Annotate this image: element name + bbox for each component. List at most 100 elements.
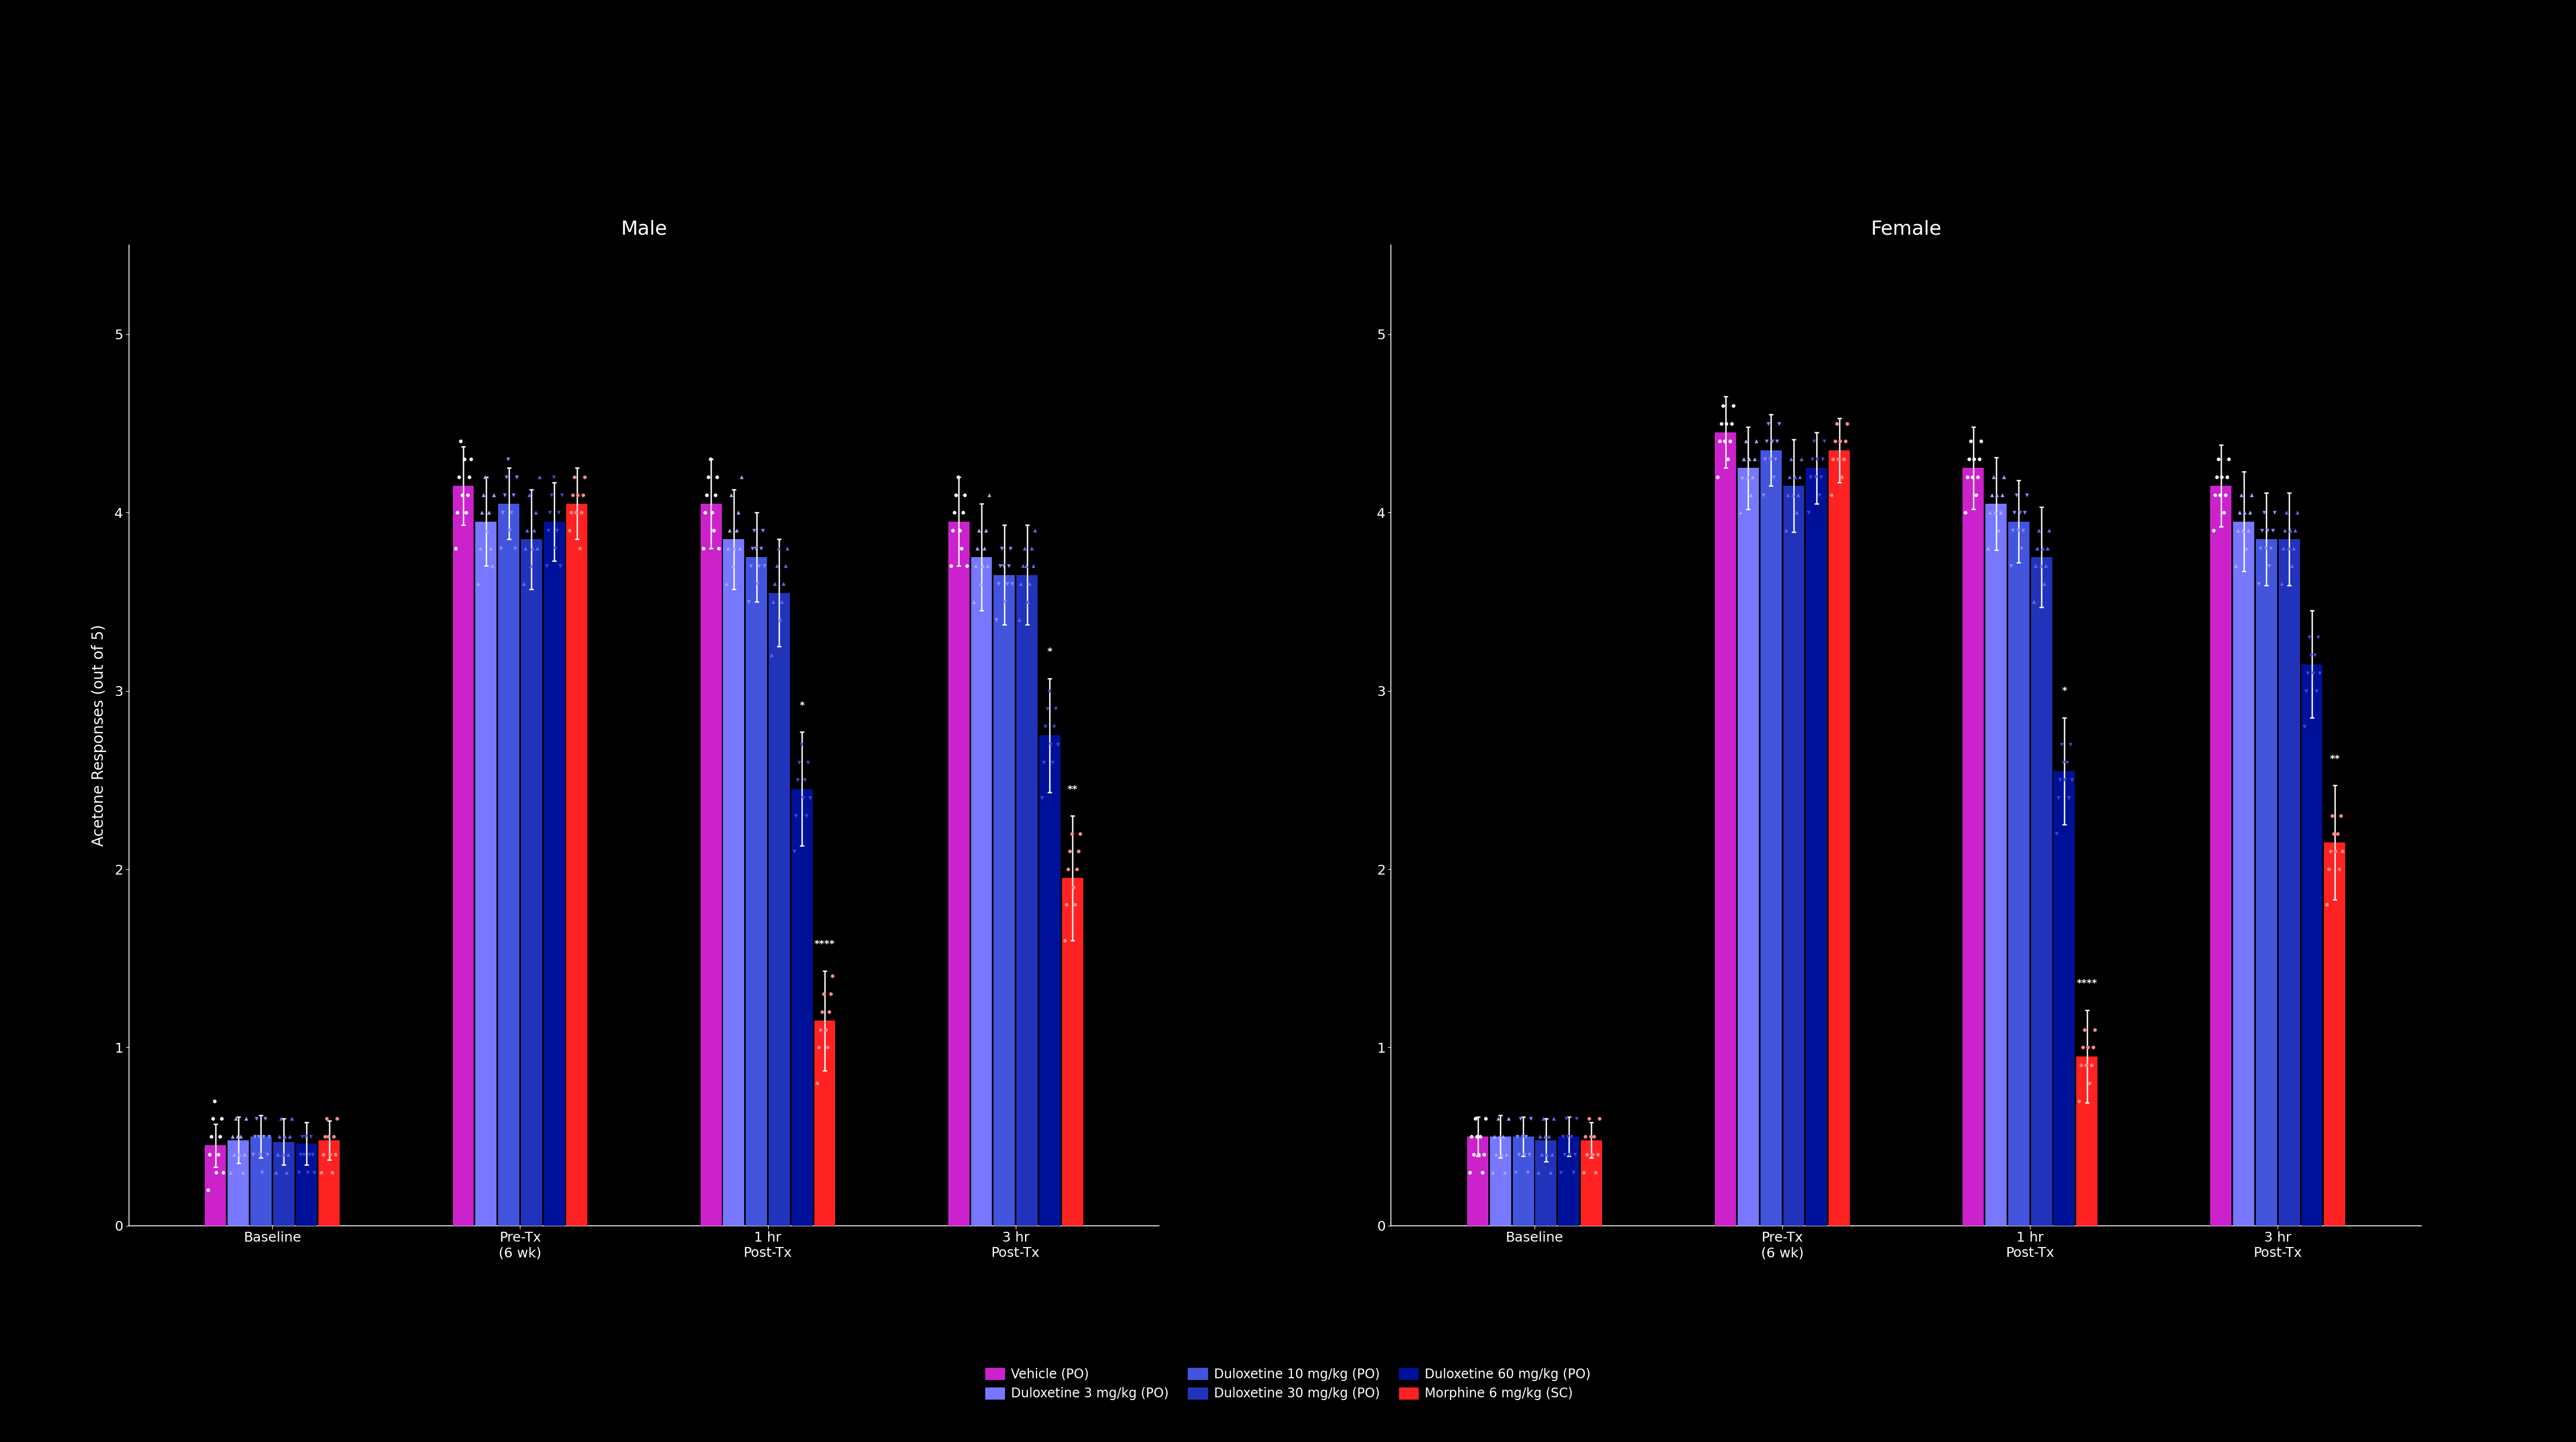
Bar (227, 1141, 250, 1226)
Point (188, 1178, 229, 1201)
Point (1473, 1125, 1515, 1148)
Point (507, 483, 549, 506)
Point (938, 466, 979, 489)
Point (559, 536, 600, 559)
Point (685, 500, 726, 523)
Point (1051, 822, 1092, 845)
Point (2262, 572, 2303, 596)
Point (696, 466, 737, 489)
Text: ****: **** (814, 940, 835, 949)
Point (515, 500, 556, 523)
Point (291, 1144, 332, 1167)
Point (1484, 1125, 1525, 1148)
Point (1476, 1107, 1517, 1131)
Point (198, 1125, 240, 1148)
Point (2239, 572, 2280, 596)
Point (1553, 1144, 1595, 1167)
Point (551, 500, 592, 523)
Point (1463, 1144, 1504, 1167)
Point (219, 1144, 260, 1167)
Point (729, 555, 770, 578)
Point (556, 483, 598, 506)
Point (1824, 430, 1865, 453)
Point (1569, 1125, 1610, 1148)
Point (1525, 1125, 1566, 1148)
Bar (2324, 842, 2344, 1226)
Point (1747, 430, 1788, 453)
Point (2287, 662, 2329, 685)
Point (270, 1125, 312, 1148)
Bar (273, 1142, 294, 1226)
Text: *: * (1048, 647, 1054, 658)
Point (211, 1125, 252, 1148)
Point (2007, 483, 2048, 506)
Point (258, 1144, 299, 1167)
Point (554, 466, 595, 489)
Point (562, 500, 603, 523)
Point (2264, 519, 2306, 542)
Point (762, 572, 804, 596)
Point (2022, 536, 2063, 559)
Point (992, 572, 1033, 596)
Point (1770, 447, 1811, 470)
Point (1025, 715, 1066, 738)
Point (1025, 696, 1066, 720)
Point (1821, 466, 1862, 489)
Point (1811, 483, 1852, 506)
Point (1455, 1107, 1497, 1131)
Point (2002, 536, 2043, 559)
Point (1741, 483, 1783, 506)
Point (1043, 929, 1084, 952)
Point (1566, 1144, 1607, 1167)
Point (1705, 430, 1747, 453)
Point (984, 590, 1025, 613)
Bar (497, 503, 520, 1226)
Point (1028, 679, 1069, 702)
Point (1540, 1161, 1582, 1184)
Point (737, 572, 778, 596)
Point (1726, 430, 1767, 453)
Point (987, 572, 1028, 596)
Point (940, 519, 981, 542)
Point (1054, 893, 1095, 916)
Point (1747, 412, 1788, 435)
Point (227, 1107, 268, 1131)
Point (2246, 519, 2287, 542)
Point (945, 483, 987, 506)
Point (1530, 1161, 1571, 1184)
Point (2249, 555, 2290, 578)
Point (451, 447, 492, 470)
Point (312, 1161, 353, 1184)
Point (309, 1144, 350, 1167)
Point (1736, 430, 1777, 453)
Point (301, 1161, 343, 1184)
Point (1504, 1125, 1546, 1148)
Point (528, 519, 569, 542)
Point (1708, 447, 1749, 470)
Bar (2280, 539, 2300, 1226)
Text: **: ** (2329, 754, 2339, 764)
Point (2040, 733, 2081, 756)
Point (744, 555, 786, 578)
Point (2300, 662, 2342, 685)
Point (1484, 1161, 1525, 1184)
Point (961, 555, 1002, 578)
Point (1486, 1144, 1528, 1167)
Point (1010, 572, 1051, 596)
Point (2269, 519, 2311, 542)
Point (783, 786, 824, 809)
Point (1968, 500, 2009, 523)
Point (1777, 483, 1819, 506)
Point (1479, 1125, 1520, 1148)
Point (688, 466, 729, 489)
Point (760, 609, 801, 632)
Bar (544, 522, 564, 1226)
Point (193, 1089, 234, 1112)
Point (719, 500, 760, 523)
Point (1502, 1125, 1543, 1148)
Point (1721, 500, 1762, 523)
Bar (948, 522, 969, 1226)
Point (1020, 786, 1061, 809)
Point (2043, 751, 2084, 774)
Point (240, 1144, 281, 1167)
